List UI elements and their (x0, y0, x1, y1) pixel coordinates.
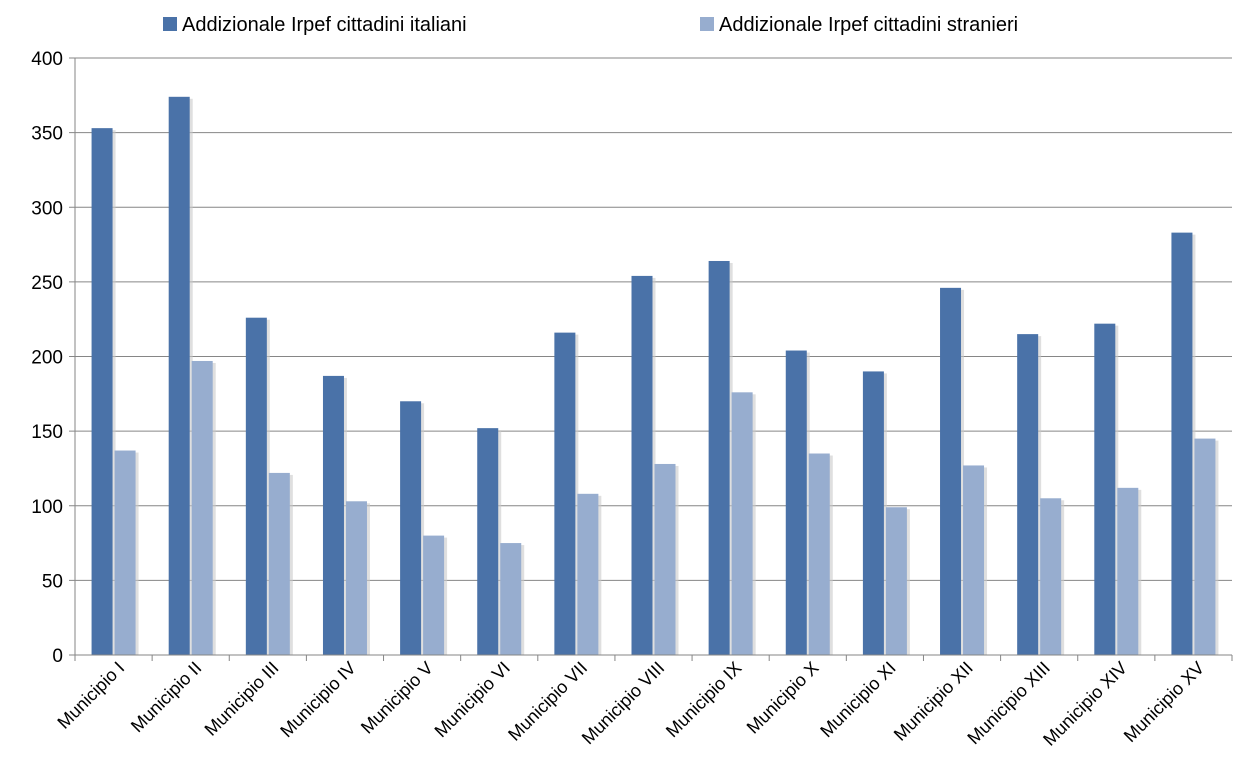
y-tick-label: 350 (31, 124, 63, 145)
y-tick-label: 50 (42, 571, 63, 592)
x-tick-label: Municipio I (53, 658, 128, 733)
bar-stranieri (885, 507, 907, 655)
x-tick-label: Municipio XII (890, 658, 977, 745)
bar-stranieri (500, 543, 522, 655)
bar-stranieri (731, 392, 753, 655)
bar-stranieri (654, 463, 676, 655)
bar-italiani (631, 275, 653, 655)
bar-italiani (1017, 334, 1039, 655)
y-tick-label: 300 (31, 198, 63, 219)
x-tick-label: Municipio IV (276, 658, 359, 741)
bar-stranieri (577, 493, 599, 655)
bar-italiani (1171, 232, 1193, 655)
bar-stranieri (808, 453, 830, 655)
y-tick-label: 100 (31, 497, 63, 518)
legend-swatch-stranieri (700, 17, 714, 31)
y-tick-label: 400 (31, 49, 63, 70)
x-tick-label: Municipio VII (504, 658, 591, 745)
legend-label-stranieri: Addizionale Irpef cittadini stranieri (719, 14, 1018, 36)
y-tick-label: 250 (31, 273, 63, 294)
bar-stranieri (963, 465, 985, 655)
x-tick-label: Municipio II (127, 658, 206, 737)
x-tick-label: Municipio VIII (578, 658, 669, 749)
bar-italiani (168, 96, 190, 656)
x-tick-label: Municipio IX (662, 658, 745, 741)
bar-stranieri (1117, 487, 1139, 655)
legend-label-italiani: Addizionale Irpef cittadini italiani (182, 14, 467, 36)
bar-stranieri (268, 472, 290, 655)
bar-stranieri (114, 450, 136, 655)
y-tick-label: 200 (31, 348, 63, 369)
x-tick-label: Municipio III (201, 658, 283, 740)
bar-stranieri (1040, 498, 1062, 655)
bar-italiani (245, 317, 267, 655)
y-tick-labels: 0 50 100 150 200 250 300 350 400 (31, 49, 63, 667)
bar-italiani (708, 260, 730, 655)
legend: Addizionale Irpef cittadini italiani Add… (163, 14, 1018, 36)
legend-swatch-italiani (163, 17, 177, 31)
x-tick-label: Municipio XI (816, 658, 899, 741)
bar-italiani (1094, 323, 1116, 655)
bar-italiani (322, 375, 344, 655)
bar-stranieri (423, 535, 445, 655)
bar-italiani (785, 350, 807, 655)
x-tick-label: Municipio XV (1120, 658, 1208, 746)
bar-italiani (400, 401, 422, 655)
bar-italiani (554, 332, 576, 655)
bar-stranieri (345, 501, 367, 655)
x-tick-label: Municipio X (743, 658, 823, 738)
bar-italiani (862, 371, 884, 655)
axes (69, 57, 1233, 661)
bar-italiani (91, 128, 113, 655)
bar-italiani (940, 287, 962, 655)
y-tick-label: 0 (52, 646, 63, 667)
y-tick-label: 150 (31, 422, 63, 443)
bars (91, 96, 1219, 656)
bar-italiani (477, 428, 499, 655)
x-tick-label: Municipio V (357, 658, 437, 738)
bar-stranieri (191, 360, 213, 655)
x-tick-label: Municipio VI (431, 658, 514, 741)
bar-stranieri (1194, 438, 1216, 655)
